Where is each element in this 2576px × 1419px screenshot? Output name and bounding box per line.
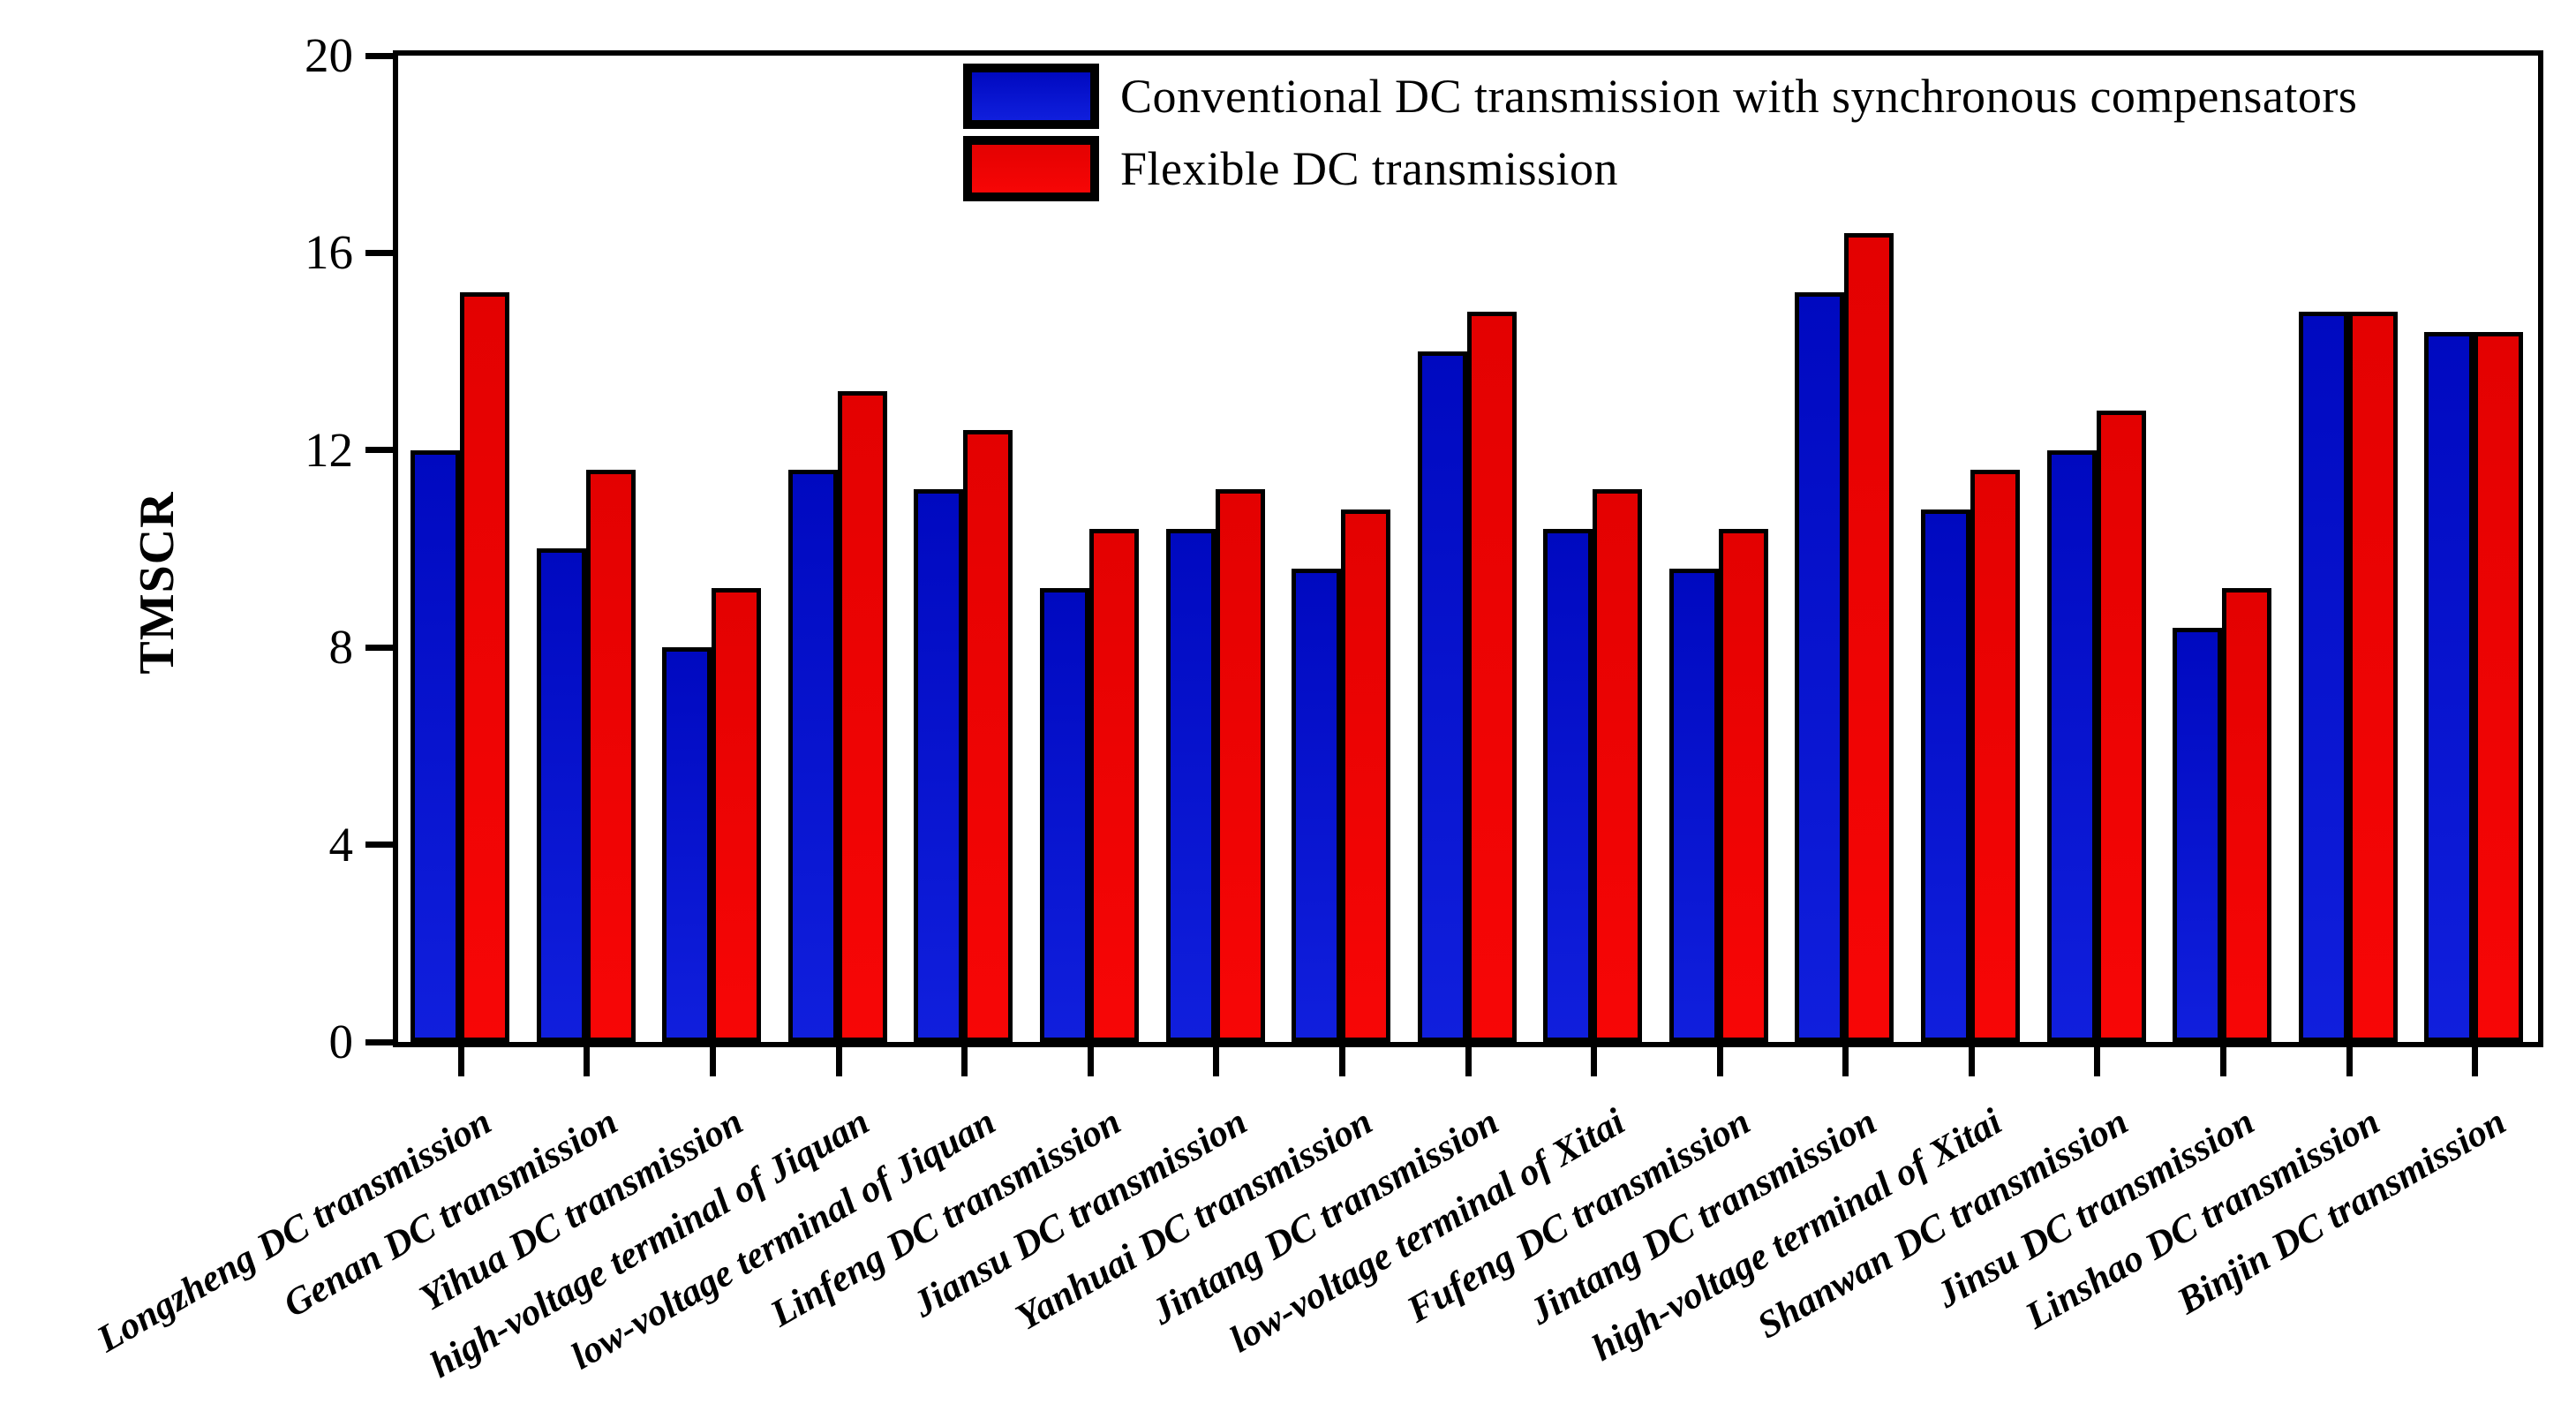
bar-conventional xyxy=(662,647,712,1042)
bar-conventional xyxy=(2047,450,2097,1042)
x-axis-tick xyxy=(961,1047,968,1076)
y-axis-tick xyxy=(365,644,393,651)
bar-conventional xyxy=(537,548,586,1042)
y-axis-tick xyxy=(365,52,393,59)
x-axis-tick xyxy=(1213,1047,1220,1076)
x-axis-tick xyxy=(1338,1047,1345,1076)
bar-conventional xyxy=(2173,628,2222,1042)
x-axis-tick xyxy=(709,1047,716,1076)
bar-flexible xyxy=(460,292,509,1042)
legend: Conventional DC transmission with synchr… xyxy=(963,64,2357,201)
bar-flexible xyxy=(1089,529,1139,1042)
bar-flexible xyxy=(1341,509,1390,1042)
bar-flexible xyxy=(838,391,887,1042)
bar-flexible xyxy=(712,588,761,1042)
legend-label-conventional: Conventional DC transmission with synchr… xyxy=(1120,70,2358,123)
y-axis-tick xyxy=(365,1038,393,1045)
bar-conventional xyxy=(1795,292,1844,1042)
legend-row-conventional: Conventional DC transmission with synchr… xyxy=(963,64,2357,129)
y-axis-tick xyxy=(365,447,393,454)
bar-flexible xyxy=(1970,470,2020,1042)
bar-conventional xyxy=(1543,529,1593,1042)
y-axis-tick xyxy=(365,842,393,849)
legend-swatch-conventional xyxy=(963,64,1099,129)
bar-flexible xyxy=(1719,529,1768,1042)
bar-conventional xyxy=(1166,529,1216,1042)
bar-flexible xyxy=(2222,588,2271,1042)
x-axis-tick xyxy=(1842,1047,1849,1076)
bar-conventional xyxy=(1921,509,1970,1042)
legend-swatch-flexible xyxy=(963,136,1099,201)
x-axis-tick xyxy=(2220,1047,2227,1076)
x-axis-tick xyxy=(2346,1047,2353,1076)
y-axis-tick-label: 16 xyxy=(305,225,353,280)
x-axis-tick xyxy=(2472,1047,2479,1076)
x-axis-tick xyxy=(1087,1047,1094,1076)
bar-conventional xyxy=(1418,351,1467,1042)
legend-label-flexible: Flexible DC transmission xyxy=(1120,142,1618,195)
bar-flexible xyxy=(2097,411,2146,1042)
x-axis-tick xyxy=(1716,1047,1723,1076)
y-axis-tick-label: 8 xyxy=(328,620,354,675)
bar-conventional xyxy=(788,470,838,1042)
bar-conventional xyxy=(1669,569,1719,1042)
y-axis-tick-label: 20 xyxy=(305,28,353,82)
bar-flexible xyxy=(2474,332,2523,1042)
bar-flexible xyxy=(1467,312,1517,1042)
bar-flexible xyxy=(586,470,636,1042)
bar-flexible xyxy=(1844,233,1894,1042)
legend-row-flexible: Flexible DC transmission xyxy=(963,136,2357,201)
bar-flexible xyxy=(2348,312,2398,1042)
bar-flexible xyxy=(1216,489,1265,1042)
x-axis-tick xyxy=(835,1047,842,1076)
y-axis-tick-label: 12 xyxy=(305,422,353,477)
bar-conventional xyxy=(914,489,963,1042)
bar-conventional xyxy=(1040,588,1089,1042)
x-axis-tick xyxy=(1968,1047,1975,1076)
x-axis-tick xyxy=(457,1047,464,1076)
bar-flexible xyxy=(963,430,1013,1042)
y-axis-tick xyxy=(365,249,393,256)
y-axis-tick-label: 0 xyxy=(328,1015,354,1068)
bar-conventional xyxy=(2299,312,2348,1042)
bar-conventional xyxy=(1292,569,1341,1042)
x-axis-tick xyxy=(1465,1047,1472,1076)
bar-flexible xyxy=(1593,489,1642,1042)
x-axis-tick xyxy=(1591,1047,1598,1076)
bar-conventional xyxy=(411,450,460,1042)
x-axis-tick xyxy=(2094,1047,2101,1076)
y-axis-tick-label: 4 xyxy=(328,817,354,872)
bar-conventional xyxy=(2424,332,2474,1042)
x-axis-tick xyxy=(584,1047,591,1076)
